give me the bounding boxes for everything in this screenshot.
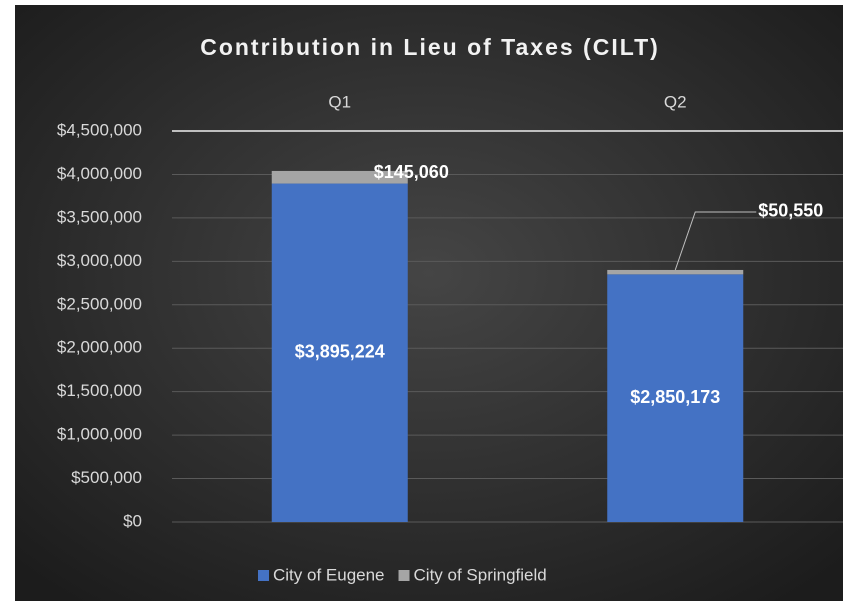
- x-tick-label: Q2: [664, 92, 687, 111]
- y-tick-label: $0: [123, 511, 142, 530]
- data-label: $2,850,173: [630, 387, 720, 407]
- data-label: $145,060: [374, 162, 449, 182]
- leader-line: [674, 211, 757, 271]
- y-tick-label: $3,000,000: [57, 251, 142, 270]
- x-tick-label: Q1: [328, 92, 351, 111]
- y-tick-label: $3,500,000: [57, 207, 142, 226]
- y-tick-label: $2,000,000: [57, 338, 142, 357]
- bar-segment: [607, 269, 744, 275]
- y-tick-label: $500,000: [71, 468, 142, 487]
- data-label: $50,550: [758, 201, 823, 221]
- y-tick-label: $1,000,000: [57, 425, 142, 444]
- legend-label: City of Eugene: [273, 565, 385, 584]
- y-tick-label: $1,500,000: [57, 381, 142, 400]
- bar-segment: [607, 274, 744, 522]
- legend-swatch: [398, 570, 410, 581]
- data-label: $3,895,224: [295, 342, 385, 362]
- legend-swatch: [258, 570, 269, 581]
- y-tick-label: $4,500,000: [57, 120, 142, 139]
- y-tick-label: $4,000,000: [57, 164, 142, 183]
- bar-segment: [271, 183, 408, 522]
- chart-title: Contribution in Lieu of Taxes (CILT): [200, 34, 660, 60]
- y-tick-label: $2,500,000: [57, 294, 142, 313]
- legend-label: City of Springfield: [414, 565, 547, 584]
- bar-segment: [271, 170, 408, 184]
